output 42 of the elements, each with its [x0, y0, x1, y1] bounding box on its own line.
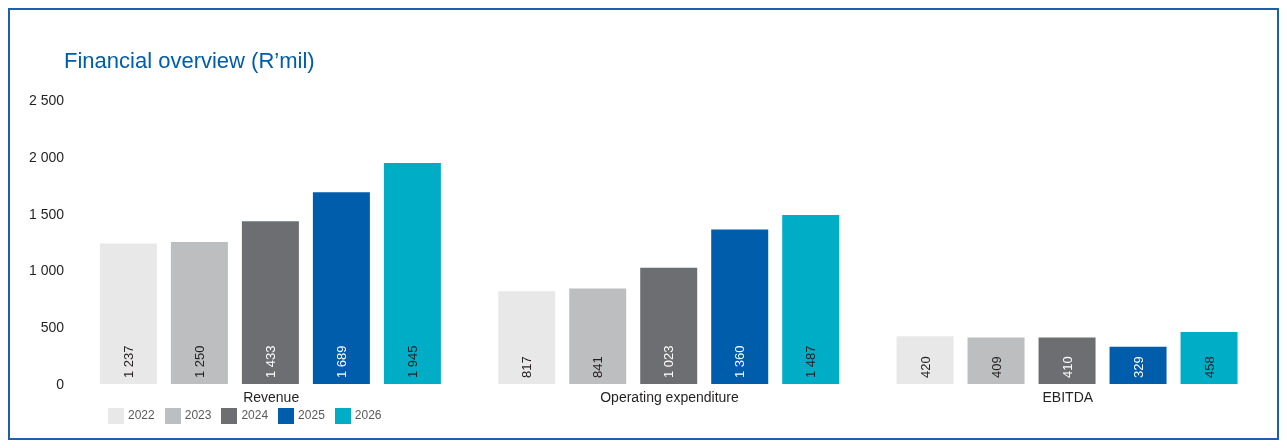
data-label: 1 237: [120, 345, 136, 378]
data-label: 458: [1201, 356, 1217, 378]
y-tick-label: 2 500: [28, 91, 65, 108]
data-label: 1 250: [191, 345, 207, 378]
chart-title: Financial overview (R’mil): [64, 48, 315, 74]
data-label: 817: [519, 356, 535, 378]
data-label: 841: [590, 356, 606, 378]
legend-label: 2022: [128, 408, 155, 423]
data-label: 410: [1059, 356, 1075, 378]
data-label: 1 023: [661, 345, 677, 378]
data-label: 1 360: [732, 345, 748, 378]
bar: [569, 288, 627, 384]
data-label: 420: [917, 356, 933, 378]
data-label: 329: [1130, 356, 1146, 378]
bar: [711, 229, 769, 384]
bar: [967, 337, 1025, 384]
x-tick-label: Revenue: [243, 388, 300, 405]
legend-label: 2023: [184, 408, 212, 423]
x-tick-label: EBITDA: [1042, 388, 1094, 405]
data-label: 1 689: [333, 345, 349, 378]
bar: [1180, 331, 1238, 384]
y-tick-label: 0: [56, 375, 65, 392]
data-label: 409: [988, 356, 1004, 378]
data-label: 1 487: [803, 345, 819, 378]
bar: [1109, 346, 1167, 384]
y-tick-label: 1 000: [28, 262, 65, 279]
legend-label: 2026: [354, 408, 382, 423]
data-label: 1 433: [262, 345, 278, 378]
legend-label: 2024: [241, 408, 269, 423]
x-tick-label: Operating expenditure: [600, 388, 739, 405]
bar: [782, 215, 840, 384]
y-tick-label: 2 000: [28, 148, 65, 165]
bar: [640, 267, 698, 384]
bar: [1038, 337, 1096, 384]
bar: [241, 221, 299, 384]
bar: [170, 242, 228, 384]
y-tick-label: 1 500: [28, 205, 65, 222]
legend-label: 2025: [298, 408, 325, 423]
bar: [312, 192, 370, 384]
data-label: 1 945: [404, 345, 420, 378]
y-tick-label: 500: [40, 319, 65, 336]
bar: [383, 163, 441, 384]
